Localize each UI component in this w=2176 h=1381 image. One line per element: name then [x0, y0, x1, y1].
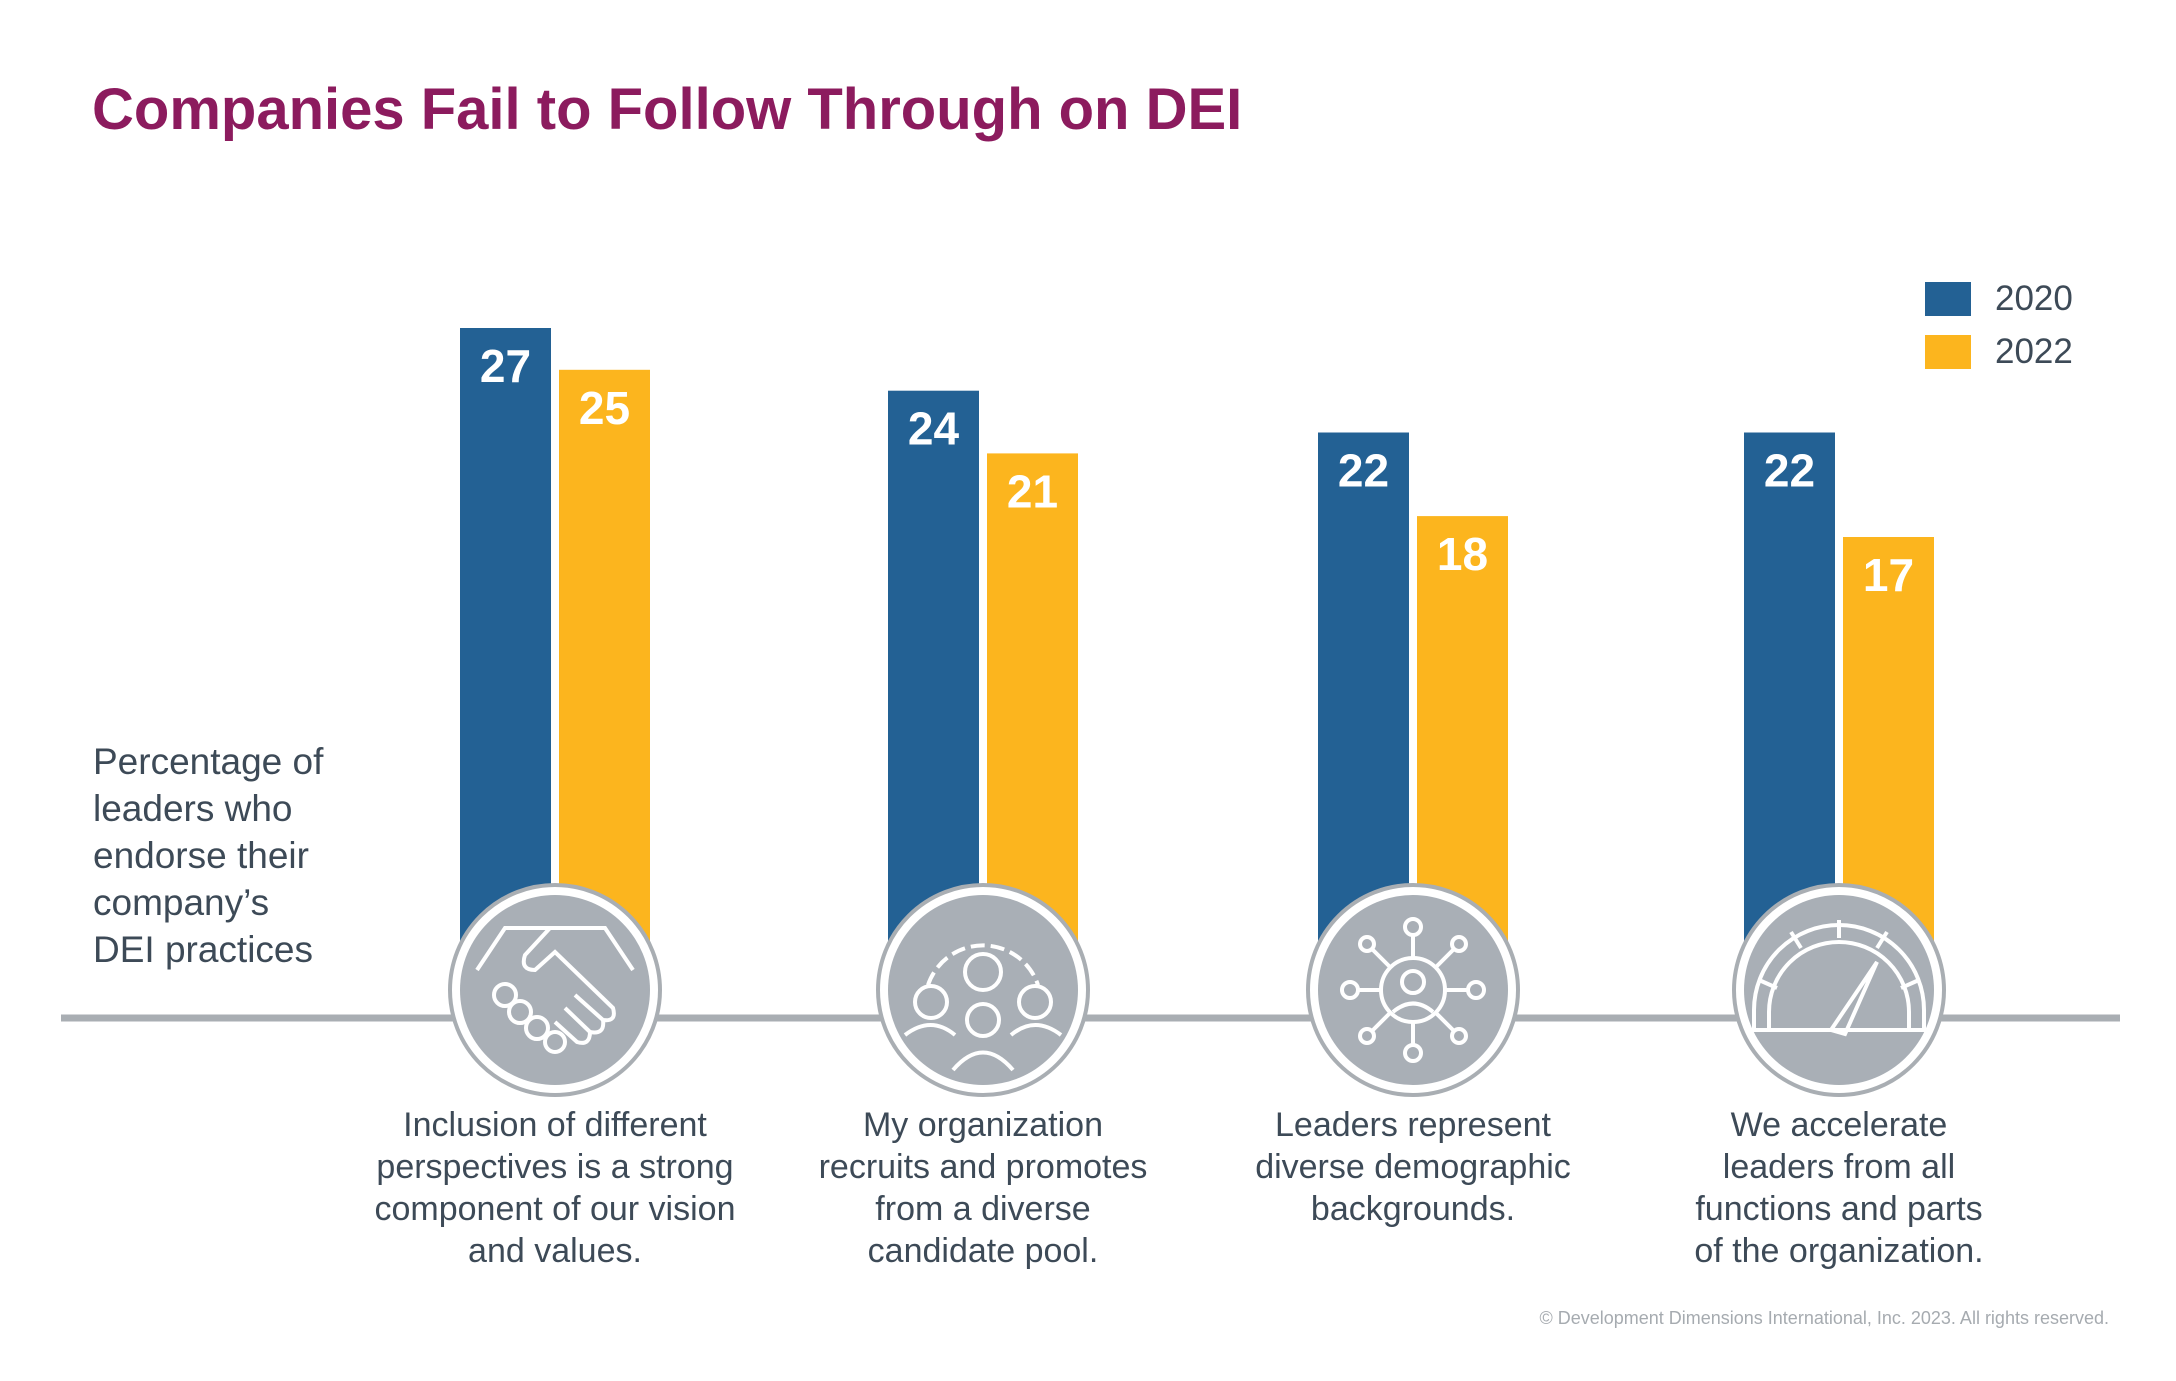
bar-2020-3	[1318, 432, 1409, 960]
legend-label: 2020	[1995, 279, 2073, 318]
legend-label: 2022	[1995, 332, 2073, 371]
legend-item-2022: 2022	[1925, 332, 2073, 372]
data-label: 25	[579, 382, 630, 434]
category-label-line: functions and parts	[1695, 1190, 1983, 1228]
category-label-line: candidate pool.	[867, 1232, 1099, 1270]
category-label: Leaders represent diverse demographic back…	[1203, 1104, 1623, 1230]
category-label-line: recruits and promotes	[818, 1148, 1148, 1186]
legend-item-2020: 2020	[1925, 279, 2073, 319]
category-label-line: We accelerate	[1730, 1106, 1948, 1144]
category-label-line: Inclusion of different	[403, 1106, 707, 1144]
y-label-line: Percentage of	[93, 741, 324, 782]
category-label-line: Leaders represent	[1275, 1106, 1551, 1144]
category-label-line: backgrounds.	[1310, 1190, 1516, 1228]
legend-swatch-2022	[1925, 335, 1971, 369]
data-label: 18	[1437, 528, 1488, 580]
speedometer-icon	[1732, 883, 1946, 1097]
category-label-line: diverse demographic	[1255, 1148, 1571, 1186]
category-label-line: My organization	[862, 1106, 1103, 1144]
category-label-line: component of our vision	[374, 1190, 736, 1228]
category-label-line: leaders from all	[1722, 1148, 1956, 1186]
data-label: 17	[1863, 549, 1914, 601]
chart-title: Companies Fail to Follow Through on DEI	[92, 77, 1243, 142]
gear-people-icon	[876, 883, 1090, 1097]
bar-2020-1	[460, 328, 551, 960]
category-label-line: perspectives is a strong	[376, 1148, 734, 1186]
category-label: Inclusion of different perspectives is a …	[345, 1104, 765, 1272]
network-person-icon	[1306, 883, 1520, 1097]
y-axis-label: Percentage of leaders who endorse their …	[93, 738, 413, 973]
category-label-line: and values.	[468, 1232, 642, 1270]
bar-2022-2	[987, 453, 1078, 960]
data-label: 22	[1338, 445, 1389, 497]
handshake-icon	[448, 883, 662, 1097]
y-label-line: company’s	[93, 882, 270, 923]
data-label: 22	[1764, 445, 1815, 497]
bar-2020-4	[1744, 432, 1835, 960]
category-label-line: from a diverse	[875, 1190, 1091, 1228]
category-label-line: of the organization.	[1694, 1232, 1984, 1270]
data-label: 27	[480, 340, 531, 392]
legend-swatch-2020	[1925, 282, 1971, 316]
bar-2022-1	[559, 369, 650, 960]
y-label-line: endorse their	[93, 835, 309, 876]
category-label: My organization recruits and promotes from…	[773, 1104, 1193, 1272]
bar-2020-2	[888, 390, 979, 960]
y-label-line: leaders who	[93, 788, 293, 829]
data-label: 21	[1007, 465, 1058, 517]
y-label-line: DEI practices	[93, 929, 314, 970]
category-label: We accelerate leaders from all functions a…	[1629, 1104, 2049, 1272]
copyright: © Development Dimensions International, …	[1539, 1308, 2109, 1328]
data-label: 24	[908, 403, 960, 455]
